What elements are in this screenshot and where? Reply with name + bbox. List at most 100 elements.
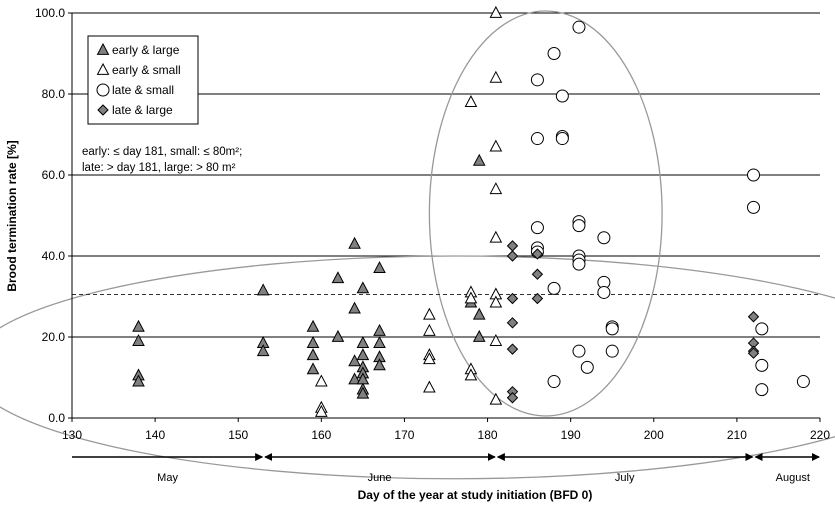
data-point bbox=[306, 362, 320, 375]
data-point bbox=[373, 261, 386, 274]
data-point bbox=[356, 386, 370, 399]
data-point bbox=[755, 383, 769, 397]
data-point bbox=[605, 344, 619, 358]
y-tick-label: 60.0 bbox=[42, 168, 66, 182]
x-tick-label: 220 bbox=[810, 428, 830, 442]
data-point bbox=[506, 317, 519, 329]
y-tick-label: 0.0 bbox=[48, 411, 65, 425]
note-line: early: ≤ day 181, small: ≤ 80m²; bbox=[82, 146, 242, 158]
x-tick-label: 200 bbox=[644, 428, 664, 442]
data-point bbox=[755, 358, 769, 372]
legend-label: early & small bbox=[112, 63, 181, 77]
data-point bbox=[489, 182, 503, 195]
data-point bbox=[472, 329, 486, 342]
data-point bbox=[348, 236, 361, 249]
legend-marker bbox=[96, 42, 110, 55]
data-point bbox=[373, 323, 386, 336]
legend-marker bbox=[96, 83, 110, 97]
x-tick-label: 130 bbox=[62, 428, 82, 442]
data-point bbox=[464, 368, 478, 381]
legend-label: early & large bbox=[112, 43, 180, 57]
month-label: August bbox=[776, 472, 810, 484]
x-tick-label: 210 bbox=[727, 428, 747, 442]
y-tick-labels: 0.0 20.0 40.0 60.0 80.0 100.0 bbox=[35, 6, 72, 425]
data-point bbox=[315, 404, 328, 417]
x-tick-labels: 130 140 150 160 170 180 190 200 210 220 bbox=[62, 418, 830, 442]
legend-marker bbox=[97, 104, 109, 116]
data-point bbox=[331, 329, 345, 342]
data-point bbox=[531, 292, 544, 305]
data-point bbox=[423, 323, 436, 336]
data-point bbox=[530, 221, 544, 235]
y-tick-label: 80.0 bbox=[42, 87, 66, 101]
data-point bbox=[597, 231, 611, 245]
data-point bbox=[331, 271, 345, 284]
data-point bbox=[489, 139, 503, 152]
data-point bbox=[572, 20, 586, 34]
grouping-ellipses bbox=[0, 10, 835, 480]
data-point bbox=[489, 333, 503, 346]
data-point bbox=[348, 372, 361, 385]
y-axis-label: Brood termination rate [%] bbox=[5, 140, 19, 291]
data-point bbox=[747, 200, 761, 214]
data-point bbox=[489, 295, 503, 308]
data-point bbox=[464, 95, 478, 107]
data-point bbox=[506, 392, 519, 404]
group-ellipse bbox=[0, 255, 835, 480]
y-tick-label: 40.0 bbox=[42, 249, 66, 263]
x-axis-label: Day of the year at study initiation (BFD… bbox=[358, 488, 593, 502]
data-point bbox=[423, 307, 436, 320]
data-point bbox=[373, 358, 386, 371]
classification-note: early: ≤ day 181, small: ≤ 80m²; late: > … bbox=[82, 146, 242, 174]
x-tick-label: 150 bbox=[228, 428, 248, 442]
legend-marker bbox=[96, 62, 110, 75]
data-point bbox=[356, 348, 370, 361]
data-point bbox=[572, 257, 586, 271]
data-point bbox=[547, 375, 561, 389]
data-point bbox=[572, 344, 586, 358]
data-point bbox=[132, 374, 145, 387]
data-point bbox=[555, 132, 569, 146]
data-point bbox=[373, 336, 386, 348]
data-point bbox=[132, 319, 145, 332]
legend: early & large early & small late & small la… bbox=[87, 35, 199, 125]
data-points bbox=[132, 5, 810, 417]
month-label: May bbox=[157, 472, 178, 484]
month-arrows: May June July August bbox=[72, 453, 820, 484]
y-tick-label: 20.0 bbox=[42, 330, 66, 344]
group-ellipse bbox=[428, 10, 663, 417]
month-label: July bbox=[615, 472, 635, 484]
data-point bbox=[580, 360, 594, 374]
axes bbox=[71, 13, 820, 419]
data-point bbox=[796, 375, 810, 389]
data-point bbox=[423, 352, 436, 365]
data-point bbox=[348, 301, 361, 314]
x-tick-label: 160 bbox=[311, 428, 331, 442]
month-label: June bbox=[368, 472, 392, 484]
legend-label: late & large bbox=[112, 103, 173, 117]
data-point bbox=[530, 132, 544, 146]
data-point bbox=[132, 333, 145, 346]
data-point bbox=[472, 307, 486, 320]
y-tick-label: 100.0 bbox=[35, 6, 65, 20]
data-point bbox=[348, 354, 361, 367]
data-point bbox=[306, 319, 320, 332]
data-point bbox=[747, 347, 760, 359]
data-point bbox=[489, 5, 503, 18]
x-tick-label: 180 bbox=[478, 428, 498, 442]
data-point bbox=[356, 336, 370, 348]
legend-label: late & small bbox=[112, 83, 174, 97]
data-point bbox=[489, 70, 503, 83]
data-point bbox=[306, 348, 320, 361]
data-point bbox=[489, 392, 503, 405]
data-point bbox=[572, 219, 586, 233]
data-point bbox=[506, 343, 519, 355]
x-tick-label: 140 bbox=[145, 428, 165, 442]
data-point bbox=[530, 73, 544, 87]
data-point bbox=[356, 281, 370, 294]
data-point bbox=[306, 336, 320, 348]
data-point bbox=[597, 285, 611, 299]
x-tick-label: 190 bbox=[561, 428, 581, 442]
data-point bbox=[547, 47, 561, 60]
